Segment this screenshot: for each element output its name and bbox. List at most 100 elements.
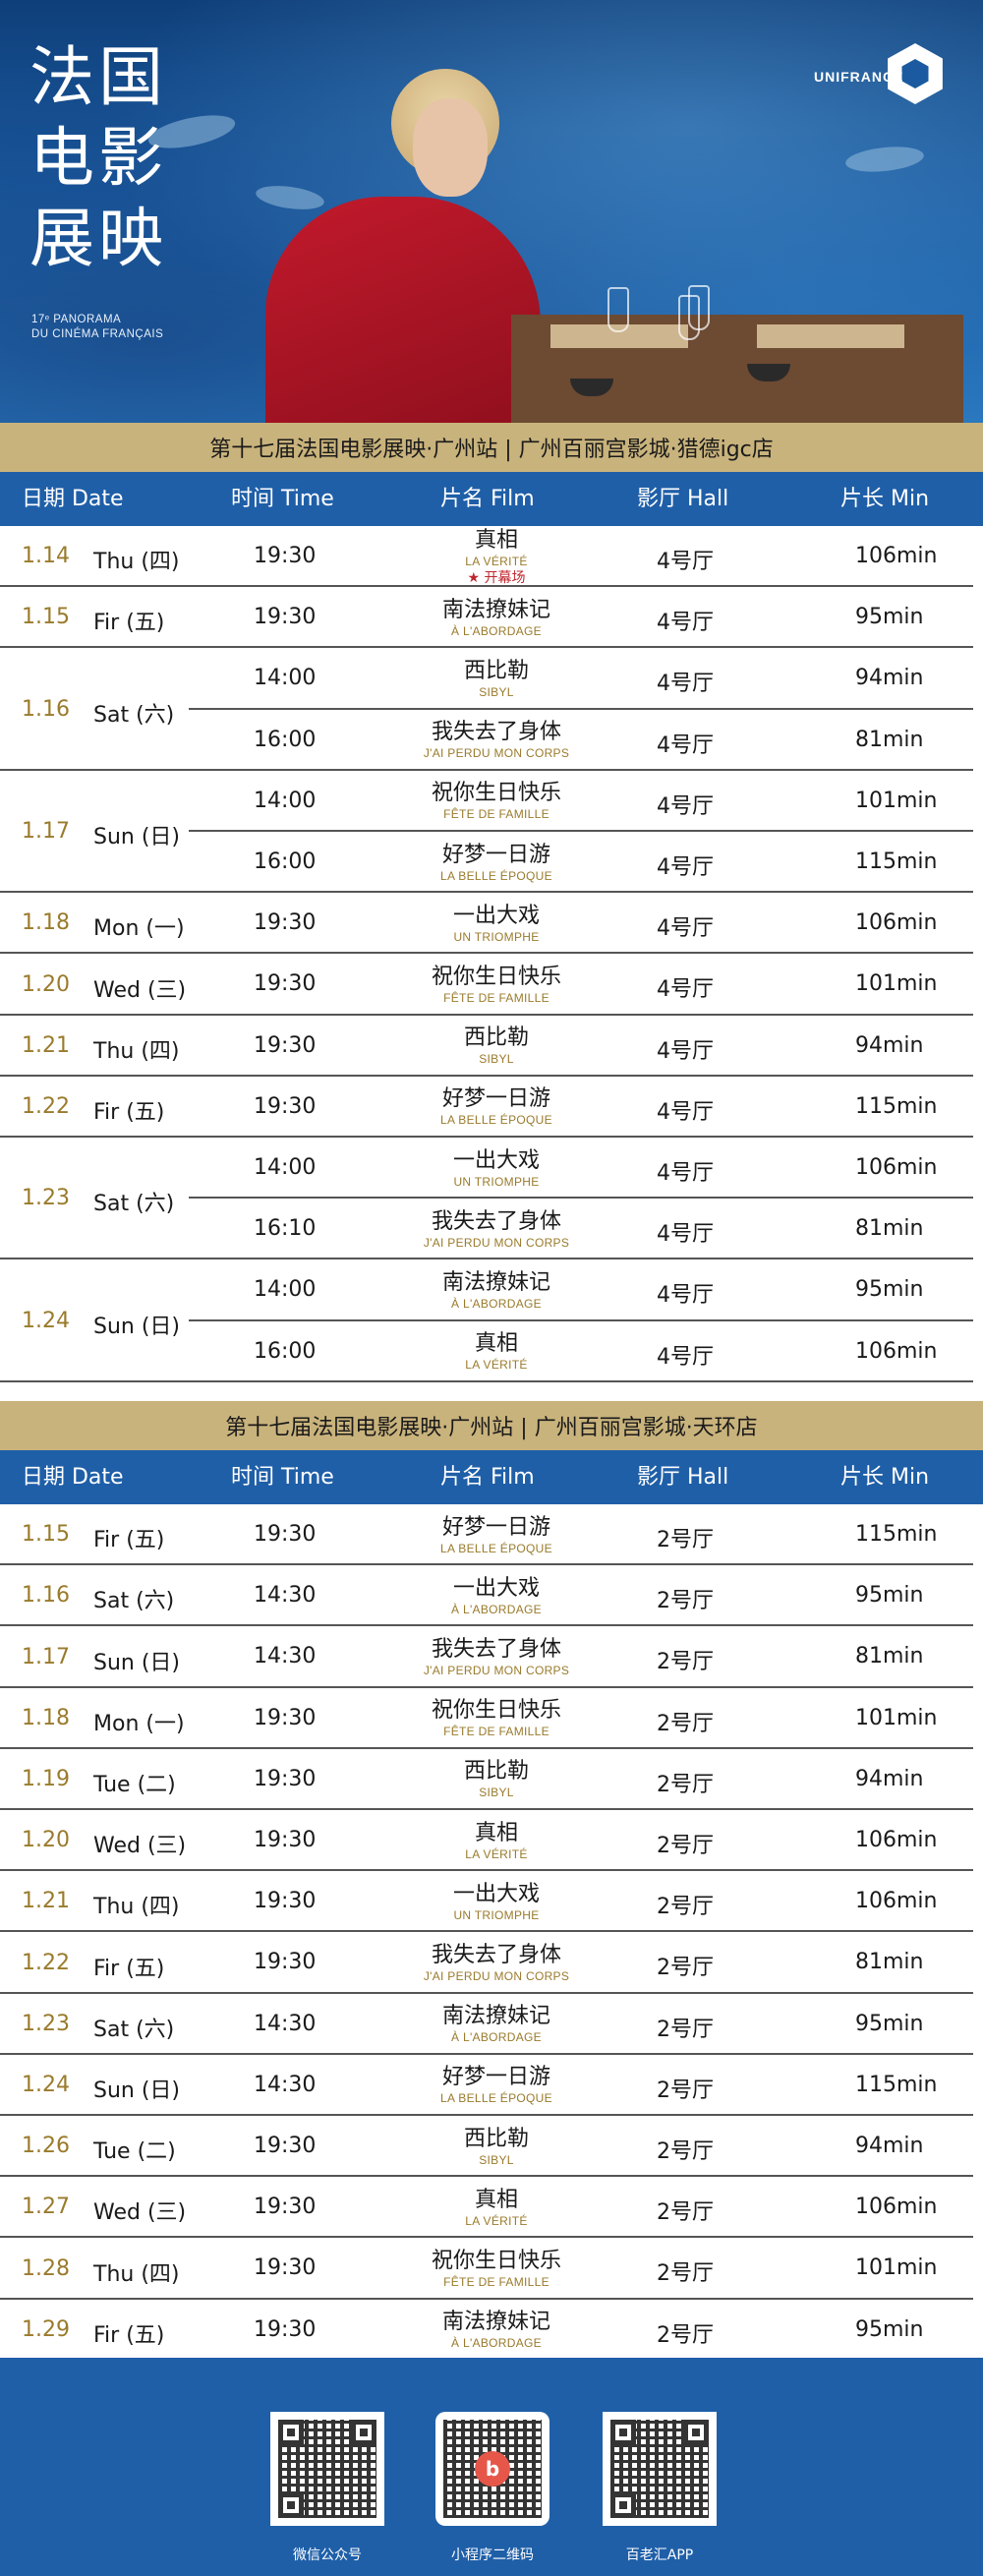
header-film: 片名 Film <box>440 1465 535 1490</box>
runtime: 95min <box>855 605 924 630</box>
runtime: 106min <box>855 2195 938 2220</box>
hall: 4号厅 <box>657 1222 714 1248</box>
film-title-cn: 祝你生日快乐 <box>431 781 561 806</box>
film-title-cn: 祝你生日快乐 <box>431 964 561 989</box>
film-title-fr: UN TRIOMPHE <box>453 929 540 944</box>
row-divider <box>189 1318 973 1321</box>
film-title-cn: 一出大戏 <box>452 1147 540 1173</box>
bowl <box>747 364 790 381</box>
row-divider <box>0 1807 973 1810</box>
film-title: 好梦一日游 LA BELLE ÉPOQUE <box>388 842 605 884</box>
film-title: 好梦一日游 LA BELLE ÉPOQUE <box>388 1514 605 1556</box>
hero-banner: 法国 电影 展映 17ᵉ PANORAMA DU CINÉMA FRANÇAIS… <box>0 0 983 423</box>
weekday: Fir (五) <box>93 611 165 636</box>
table-row: 19:30 好梦一日游 LA BELLE ÉPOQUE 2号厅 115min <box>0 1504 983 1566</box>
hero-title-line: 法国 <box>29 39 167 115</box>
film-title-fr: LA VÉRITÉ <box>465 554 528 568</box>
film-title-fr: LA BELLE ÉPOQUE <box>440 868 552 883</box>
qr-eye <box>351 2420 376 2445</box>
table-row: 19:30 我失去了身体 J'AI PERDU MON CORPS 2号厅 81min <box>0 1932 983 1994</box>
film-title-cn: 真相 <box>474 1820 518 1845</box>
wechat-qr-code[interactable] <box>270 2412 384 2526</box>
film-title: 一出大戏 UN TRIOMPHE <box>388 903 605 945</box>
section-banner: 第十七届法国电影展映·广州站 | 广州百丽宫影城·猎德igc店 <box>0 423 983 472</box>
row-divider <box>0 646 973 649</box>
runtime: 106min <box>855 910 938 936</box>
table-row: 16:00 好梦一日游 LA BELLE ÉPOQUE 4号厅 115min <box>0 832 983 894</box>
film-title: 我失去了身体 J'AI PERDU MON CORPS <box>388 1208 605 1251</box>
hall: 4号厅 <box>657 611 714 636</box>
showtime: 19:30 <box>254 2255 317 2281</box>
table-row: 19:30 西比勒 SIBYL 2号厅 94min <box>0 2116 983 2178</box>
film-title-fr: FÊTE DE FAMILLE <box>443 2274 549 2289</box>
weekday: Sun (日) <box>93 1314 181 1339</box>
date-number: 1.16 <box>22 1583 70 1609</box>
runtime: 106min <box>855 1889 938 1914</box>
showtime: 16:00 <box>254 849 317 875</box>
table-row: 19:30 西比勒 SIBYL 4号厅 94min <box>0 1016 983 1077</box>
row-divider <box>0 1624 973 1627</box>
film-title: 一出大戏 UN TRIOMPHE <box>388 1881 605 1923</box>
film-title-cn: 西比勒 <box>463 658 529 683</box>
film-title-fr: LA BELLE ÉPOQUE <box>440 2091 552 2106</box>
hall: 4号厅 <box>657 1038 714 1064</box>
film-title: 真相 LA VÉRITÉ <box>388 2187 605 2229</box>
wine-glass <box>607 287 629 332</box>
hero-subtitle-line: 17ᵉ PANORAMA <box>31 314 122 325</box>
header-date: 日期 Date <box>22 1465 124 1490</box>
row-divider <box>0 2236 973 2239</box>
app-qr-code[interactable] <box>603 2412 717 2526</box>
runtime: 101min <box>855 971 938 997</box>
table-row: 14:30 一出大戏 À L'ABORDAGE 2号厅 95min <box>0 1565 983 1627</box>
table-row: 19:30 一出大戏 UN TRIOMPHE 2号厅 106min <box>0 1871 983 1933</box>
runtime: 106min <box>855 1338 938 1364</box>
date-number: 1.21 <box>22 1032 70 1058</box>
film-title-cn: 祝你生日快乐 <box>431 2248 561 2273</box>
weekday: Thu (四) <box>93 2261 180 2287</box>
person-face <box>413 98 488 197</box>
bowl <box>570 379 613 396</box>
table-row: 19:30 祝你生日快乐 FÊTE DE FAMILLE 2号厅 101min <box>0 1688 983 1749</box>
date-number: 1.18 <box>22 910 70 936</box>
header-time: 时间 Time <box>231 487 334 511</box>
showtime: 19:30 <box>254 971 317 997</box>
showtime: 14:00 <box>254 1277 317 1303</box>
table-row: 14:30 我失去了身体 J'AI PERDU MON CORPS 2号厅 81min <box>0 1626 983 1688</box>
film-title: 南法撩妹记 À L'ABORDAGE <box>388 2309 605 2351</box>
table-row: 14:30 南法撩妹记 À L'ABORDAGE 2号厅 95min <box>0 1994 983 2055</box>
hall: 4号厅 <box>657 977 714 1003</box>
table-row: 19:30 西比勒 SIBYL 2号厅 94min <box>0 1749 983 1810</box>
runtime: 94min <box>855 2134 924 2159</box>
film-title-fr: UN TRIOMPHE <box>453 1174 540 1189</box>
row-divider <box>0 2052 973 2055</box>
showtime: 16:10 <box>254 1216 317 1242</box>
logo-text: UNIFRANCE <box>814 69 904 85</box>
film-title-fr: SIBYL <box>479 1052 514 1067</box>
table-row: 19:30 南法撩妹记 À L'ABORDAGE 4号厅 95min <box>0 587 983 649</box>
date-number: 1.23 <box>22 1186 70 1211</box>
row-divider <box>189 707 973 710</box>
hero-title: 法国 电影 展映 <box>29 37 167 279</box>
film-title-fr: UN TRIOMPHE <box>453 1907 540 1922</box>
footer: b 微信公众号 小程序二维码 百老汇APP <box>0 2358 983 2576</box>
film-title: 真相 LA VÉRITÉ <box>388 1820 605 1862</box>
mini-program-qr-code[interactable]: b <box>435 2412 549 2526</box>
weekday: Sun (日) <box>93 1650 181 1675</box>
runtime: 115min <box>855 1093 938 1119</box>
runtime: 106min <box>855 1828 938 1853</box>
weekday: Sat (六) <box>93 2017 175 2042</box>
weekday: Thu (四) <box>93 1895 180 1920</box>
hall: 2号厅 <box>657 2200 714 2226</box>
date-number: 1.19 <box>22 1766 70 1791</box>
showtime: 19:30 <box>254 1889 317 1914</box>
table-row: 14:00 祝你生日快乐 FÊTE DE FAMILLE 4号厅 101min <box>0 771 983 832</box>
qr-eye <box>683 2420 709 2445</box>
table-header: 日期 Date 时间 Time 片名 Film 影厅 Hall 片长 Min <box>0 472 983 526</box>
hall: 4号厅 <box>657 1283 714 1309</box>
weekday: Fir (五) <box>93 1956 165 1981</box>
unifrance-logo: UNIFRANCE <box>814 41 952 110</box>
showtime: 14:30 <box>254 1644 317 1669</box>
weekday: Sat (六) <box>93 702 175 728</box>
hall: 2号厅 <box>657 1956 714 1981</box>
film-title: 西比勒 SIBYL <box>388 658 605 700</box>
